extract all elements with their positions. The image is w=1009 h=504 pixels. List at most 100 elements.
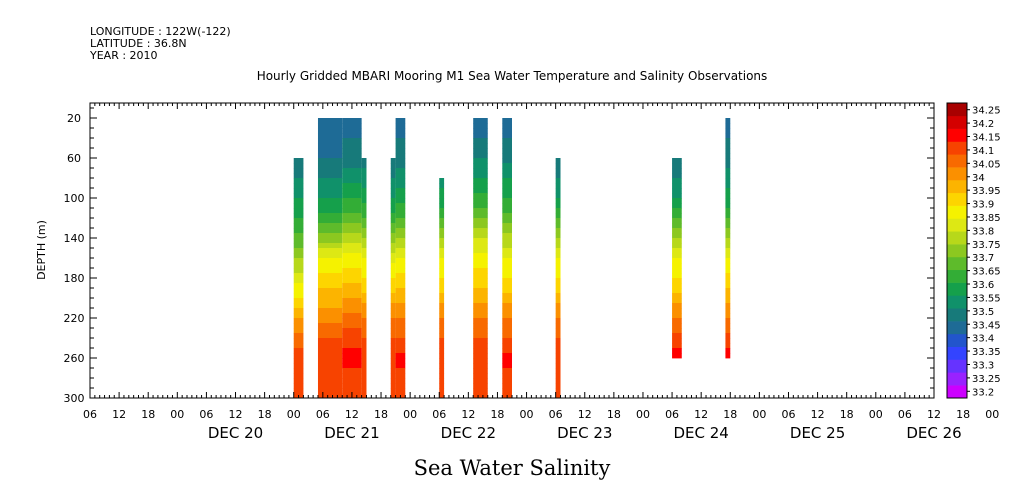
heatmap-cell-5: [395, 338, 406, 344]
heatmap-cell-7: [473, 218, 488, 224]
colorbar-swatch: [947, 333, 967, 347]
heatmap-cell-7: [473, 153, 488, 159]
colorbar-label: 33.5: [972, 307, 994, 318]
heatmap-cell-10: [672, 323, 682, 329]
heatmap-cell-6: [439, 348, 445, 354]
x-tick-label: 06: [316, 408, 330, 421]
heatmap-cell-9: [555, 203, 561, 209]
heatmap-cell-3: [361, 168, 367, 174]
heatmap-cell-1: [317, 173, 343, 179]
heatmap-cell-7: [473, 293, 488, 299]
heatmap-cell-8: [502, 153, 512, 159]
heatmap-cell-4: [390, 173, 396, 179]
heatmap-cell-1: [317, 378, 343, 384]
heatmap-cell-11: [725, 338, 731, 344]
heatmap-cell-3: [361, 243, 367, 249]
heatmap-cell-7: [473, 303, 488, 309]
heatmap-cell-9: [555, 198, 561, 204]
heatmap-cell-10: [672, 288, 682, 294]
colorbar-swatch: [947, 372, 967, 386]
heatmap-cell-6: [439, 248, 445, 254]
heatmap-cell-4: [390, 338, 396, 344]
heatmap-cell-4: [390, 313, 396, 319]
heatmap-cell-9: [555, 273, 561, 279]
heatmap-cell-5: [395, 373, 406, 379]
heatmap-cell-0: [293, 183, 304, 189]
heatmap-cell-2: [342, 353, 362, 359]
x-tick-label: 06: [199, 408, 213, 421]
heatmap-cell-0: [293, 198, 304, 204]
heatmap-cell-3: [361, 328, 367, 334]
heatmap-cell-10: [672, 168, 682, 174]
heatmap-cell-7: [473, 323, 488, 329]
heatmap-cell-4: [390, 368, 396, 374]
heatmap-cell-10: [672, 338, 682, 344]
y-axis-title: DEPTH (m): [35, 220, 48, 280]
heatmap-cell-1: [317, 298, 343, 304]
heatmap-cell-9: [555, 313, 561, 319]
heatmap-cell-10: [672, 198, 682, 204]
x-tick-label: 12: [112, 408, 126, 421]
heatmap-cell-8: [502, 338, 512, 344]
heatmap-cell-8: [502, 288, 512, 294]
x-day-label: DEC 26: [906, 424, 961, 442]
heatmap-cell-4: [390, 278, 396, 284]
colorbar-label: 33.7: [972, 253, 994, 264]
heatmap-cell-5: [395, 323, 406, 329]
colorbar-label: 34.2: [972, 119, 994, 130]
x-tick-label: 12: [229, 408, 243, 421]
heatmap-cell-1: [317, 328, 343, 334]
heatmap-cell-0: [293, 193, 304, 199]
heatmap-cell-9: [555, 283, 561, 289]
heatmap-cell-9: [555, 168, 561, 174]
heatmap-cell-10: [672, 243, 682, 249]
heatmap-cell-3: [361, 183, 367, 189]
heatmap-cell-5: [395, 198, 406, 204]
heatmap-cell-8: [502, 258, 512, 264]
colorbar-label: 33.85: [972, 213, 1001, 224]
heatmap-cell-7: [473, 233, 488, 239]
heatmap-cell-2: [342, 278, 362, 284]
heatmap-cell-8: [502, 178, 512, 184]
axis-ticks: 06 12 18 00 06 12 18 00 06 12 18 00 06 12 18 00 06 12 18 00…: [64, 103, 999, 442]
heatmap-cell-5: [395, 293, 406, 299]
heatmap-cell-7: [473, 143, 488, 149]
heatmap-cell-7: [473, 373, 488, 379]
heatmap-cell-1: [317, 308, 343, 314]
heatmap-cell-8: [502, 358, 512, 364]
heatmap-cell-4: [390, 273, 396, 279]
heatmap-cell-6: [439, 303, 445, 309]
heatmap-cell-5: [395, 248, 406, 254]
heatmap-cell-2: [342, 288, 362, 294]
heatmap-cell-3: [361, 278, 367, 284]
heatmap-cell-2: [342, 203, 362, 209]
heatmap-cell-2: [342, 158, 362, 164]
heatmap-cell-4: [390, 248, 396, 254]
heatmap-cell-2: [342, 318, 362, 324]
heatmap-cell-9: [555, 278, 561, 284]
heatmap-cell-10: [672, 183, 682, 189]
heatmap-cell-7: [473, 328, 488, 334]
colorbar-swatch: [947, 231, 967, 245]
heatmap-cell-6: [439, 283, 445, 289]
heatmap-cell-0: [293, 303, 304, 309]
heatmap-cell-9: [555, 348, 561, 354]
heatmap-cell-5: [395, 143, 406, 149]
heatmap-cell-6: [439, 378, 445, 384]
heatmap-cell-11: [725, 188, 731, 194]
heatmap-cell-4: [390, 218, 396, 224]
heatmap-cell-4: [390, 348, 396, 354]
heatmap-cell-9: [555, 178, 561, 184]
heatmap-cell-9: [555, 268, 561, 274]
colorbar-label: 34.1: [972, 146, 994, 157]
heatmap-cell-11: [725, 323, 731, 329]
heatmap-cell-1: [317, 273, 343, 279]
heatmap-cell-0: [293, 298, 304, 304]
x-tick-label: 06: [83, 408, 97, 421]
heatmap-cell-1: [317, 158, 343, 164]
heatmap-cell-2: [342, 153, 362, 159]
heatmap-cell-4: [390, 293, 396, 299]
heatmap-cell-7: [473, 178, 488, 184]
heatmap-cell-8: [502, 148, 512, 154]
heatmap-cell-0: [293, 278, 304, 284]
